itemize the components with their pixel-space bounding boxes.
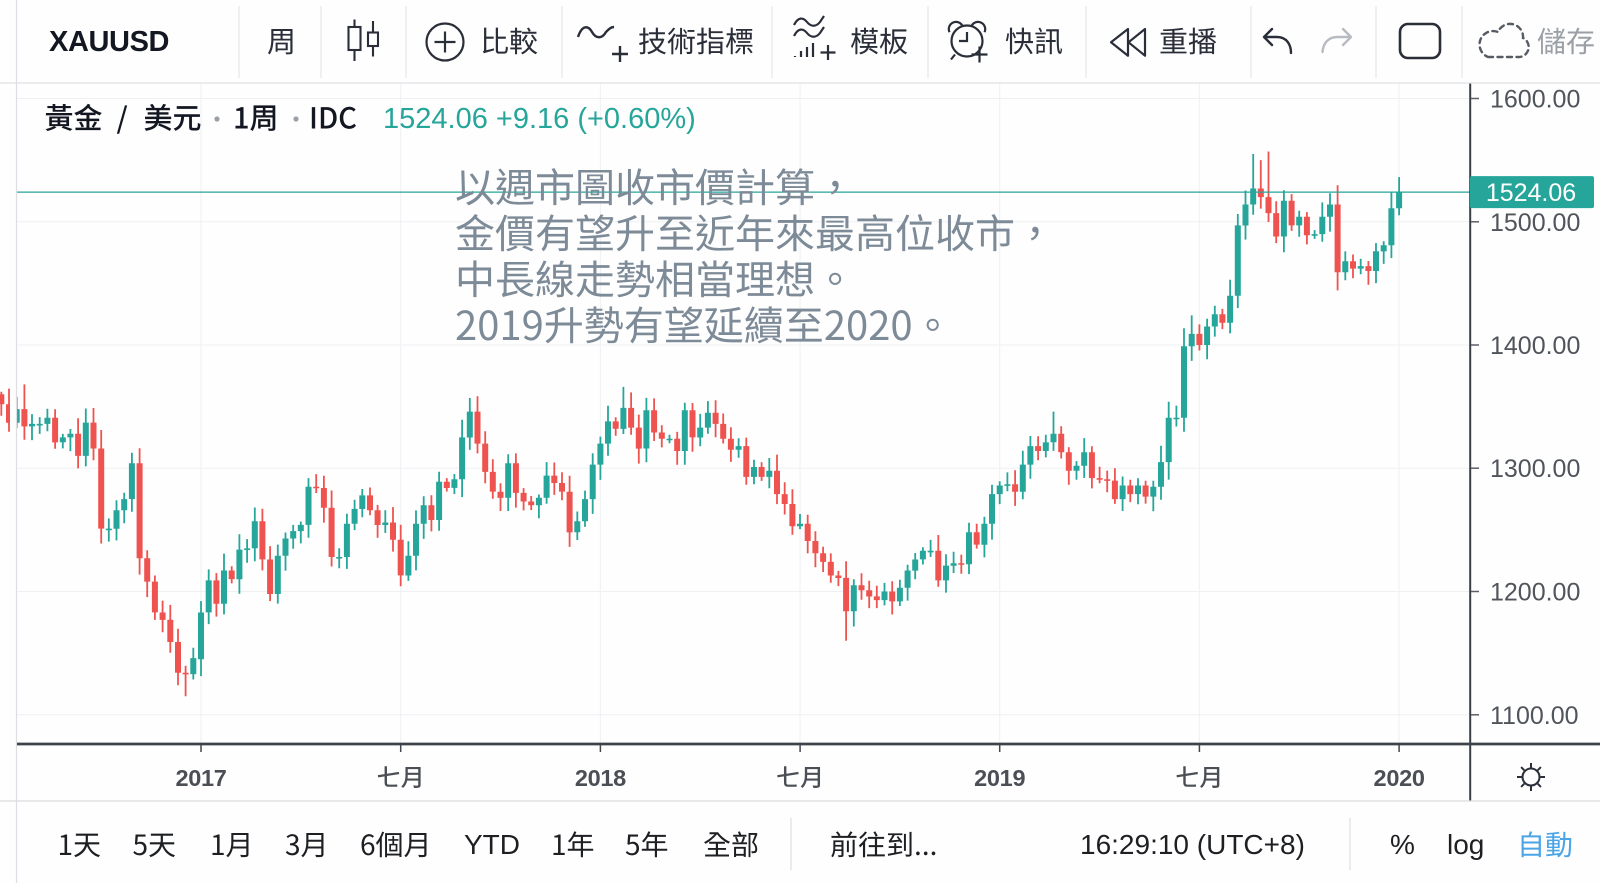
svg-text:2017: 2017 <box>175 765 226 791</box>
svg-text:2020: 2020 <box>1374 765 1425 791</box>
svg-text:2019: 2019 <box>974 765 1025 791</box>
svg-text:1500.00: 1500.00 <box>1490 209 1580 237</box>
svg-text:1100.00: 1100.00 <box>1490 702 1579 730</box>
svg-text:%: % <box>1390 829 1415 860</box>
svg-text:log: log <box>1447 829 1484 860</box>
svg-text:1400.00: 1400.00 <box>1490 332 1580 360</box>
svg-text:2018: 2018 <box>575 765 626 791</box>
svg-text:1524.06 +9.16 (+0.60%): 1524.06 +9.16 (+0.60%) <box>383 103 696 135</box>
svg-text:1200.00: 1200.00 <box>1490 579 1580 607</box>
svg-text:1300.00: 1300.00 <box>1490 455 1580 483</box>
svg-text:1524.06: 1524.06 <box>1486 179 1576 207</box>
svg-text:YTD: YTD <box>464 829 520 860</box>
svg-text:16:29:10 (UTC+8): 16:29:10 (UTC+8) <box>1080 829 1305 860</box>
svg-text:XAUUSD: XAUUSD <box>49 26 169 58</box>
svg-text:1600.00: 1600.00 <box>1490 86 1580 114</box>
